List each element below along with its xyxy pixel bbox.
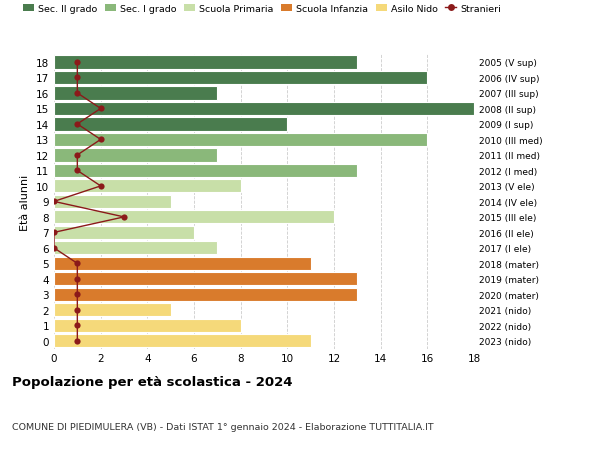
- Bar: [54, 87, 217, 101]
- Bar: [54, 118, 287, 131]
- Point: [73, 168, 82, 175]
- Bar: [54, 72, 427, 85]
- Point: [73, 337, 82, 345]
- Point: [96, 136, 106, 144]
- Bar: [54, 149, 217, 162]
- Bar: [54, 273, 358, 286]
- Point: [73, 152, 82, 159]
- Point: [73, 275, 82, 283]
- Bar: [54, 180, 241, 193]
- Point: [73, 291, 82, 298]
- Point: [73, 260, 82, 268]
- Bar: [54, 196, 170, 208]
- Point: [73, 75, 82, 82]
- Bar: [54, 226, 194, 240]
- Bar: [54, 335, 311, 347]
- Point: [73, 90, 82, 97]
- Point: [49, 229, 59, 236]
- Bar: [54, 56, 358, 69]
- Bar: [54, 103, 474, 116]
- Point: [73, 322, 82, 329]
- Bar: [54, 211, 334, 224]
- Point: [73, 121, 82, 129]
- Y-axis label: Età alunni: Età alunni: [20, 174, 31, 230]
- Text: COMUNE DI PIEDIMULERA (VB) - Dati ISTAT 1° gennaio 2024 - Elaborazione TUTTITALI: COMUNE DI PIEDIMULERA (VB) - Dati ISTAT …: [12, 422, 434, 431]
- Bar: [54, 303, 170, 317]
- Legend: Sec. II grado, Sec. I grado, Scuola Primaria, Scuola Infanzia, Asilo Nido, Stran: Sec. II grado, Sec. I grado, Scuola Prim…: [23, 5, 501, 14]
- Point: [49, 245, 59, 252]
- Point: [119, 214, 129, 221]
- Point: [73, 59, 82, 67]
- Bar: [54, 164, 358, 178]
- Bar: [54, 257, 311, 270]
- Point: [96, 106, 106, 113]
- Bar: [54, 319, 241, 332]
- Bar: [54, 242, 217, 255]
- Text: Popolazione per età scolastica - 2024: Popolazione per età scolastica - 2024: [12, 375, 293, 388]
- Bar: [54, 134, 427, 147]
- Point: [96, 183, 106, 190]
- Point: [49, 198, 59, 206]
- Point: [73, 307, 82, 314]
- Bar: [54, 288, 358, 301]
